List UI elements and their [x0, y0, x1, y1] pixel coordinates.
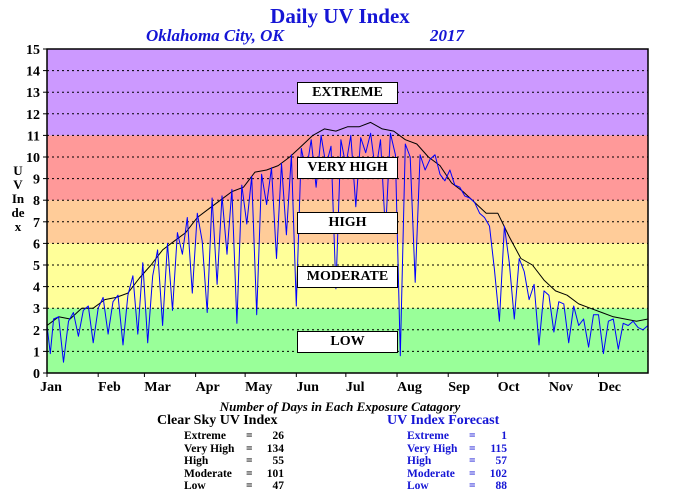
y-tick-label: 12	[26, 108, 40, 123]
plot-frame	[46, 48, 649, 374]
stats-row: Moderate = 102	[407, 467, 507, 480]
y-tick-label: 1	[33, 345, 40, 360]
x-tick-label: Dec	[598, 380, 621, 395]
y-tick-label: 0	[33, 367, 40, 382]
y-tick-label: 11	[27, 129, 40, 144]
clear-sky-title: Clear Sky UV Index	[157, 413, 278, 428]
x-tick-label: Jan	[40, 380, 62, 395]
clear-sky-stats: Extreme = 26 Very High = 134 High = 55 Moderat…	[184, 430, 284, 493]
y-tick-label: 4	[33, 281, 40, 296]
y-tick-label: 10	[26, 151, 40, 166]
forecast-stats: Extreme = 1 Very High = 115 High = 57 Moderate…	[407, 430, 507, 493]
stats-row: High = 57	[407, 455, 507, 467]
stats-row: Moderate = 101	[184, 467, 284, 480]
band-label-extreme: EXTREME	[297, 82, 398, 104]
x-tick-label: Feb	[98, 380, 121, 395]
stats-row: Extreme = 1	[407, 430, 507, 442]
y-axis-label: UV Index	[11, 163, 25, 234]
x-tick-label: Jul	[346, 380, 365, 395]
y-tick-label: 2	[33, 324, 40, 339]
y-tick-label: 13	[26, 86, 40, 101]
chart-title: Daily UV Index	[270, 4, 410, 28]
clear-sky-series-line	[46, 121, 649, 326]
y-tick-label: 7	[33, 216, 40, 231]
x-tick-label: Aug	[397, 380, 422, 395]
x-tick-label: Apr	[196, 380, 220, 395]
x-tick-label: Mar	[144, 380, 170, 395]
band-label-low: LOW	[297, 331, 398, 353]
y-tick-label: 6	[33, 237, 40, 252]
location-label: Oklahoma City, OK	[146, 26, 284, 45]
x-tick-label: Nov	[549, 380, 573, 395]
forecast-title: UV Index Forecast	[387, 413, 500, 428]
summary-caption: Number of Days in Each Exposure Catagory	[219, 399, 461, 414]
stats-row: Low = 88	[407, 480, 507, 492]
x-tick-label: Oct	[498, 380, 520, 395]
stats-row: Very High = 134	[184, 442, 284, 455]
stats-row: Extreme = 26	[184, 430, 284, 442]
y-tick-label: 8	[33, 194, 40, 209]
y-tick-label: 3	[33, 302, 40, 317]
x-tick-label: May	[245, 380, 272, 395]
year-label: 2017	[430, 26, 464, 45]
y-tick-label: 5	[33, 259, 40, 274]
band-label-high: HIGH	[297, 212, 398, 234]
stats-row: High = 55	[184, 455, 284, 467]
y-tick-label: 9	[33, 173, 40, 188]
x-tick-label: Sep	[448, 380, 470, 395]
band-label-very-high: VERY HIGH	[297, 157, 398, 179]
y-tick-label: 15	[26, 43, 40, 58]
y-tick-label: 14	[26, 65, 40, 80]
stats-row: Very High = 115	[407, 442, 507, 455]
x-tick-label: Jun	[296, 380, 319, 395]
stats-row: Low = 47	[184, 480, 284, 492]
band-label-moderate: MODERATE	[297, 266, 398, 288]
